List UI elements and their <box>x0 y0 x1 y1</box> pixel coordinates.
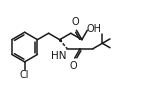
Text: Cl: Cl <box>20 70 29 80</box>
Text: HN: HN <box>51 51 66 61</box>
Text: O: O <box>72 17 79 27</box>
Text: OH: OH <box>87 24 102 34</box>
Text: O: O <box>70 61 78 71</box>
